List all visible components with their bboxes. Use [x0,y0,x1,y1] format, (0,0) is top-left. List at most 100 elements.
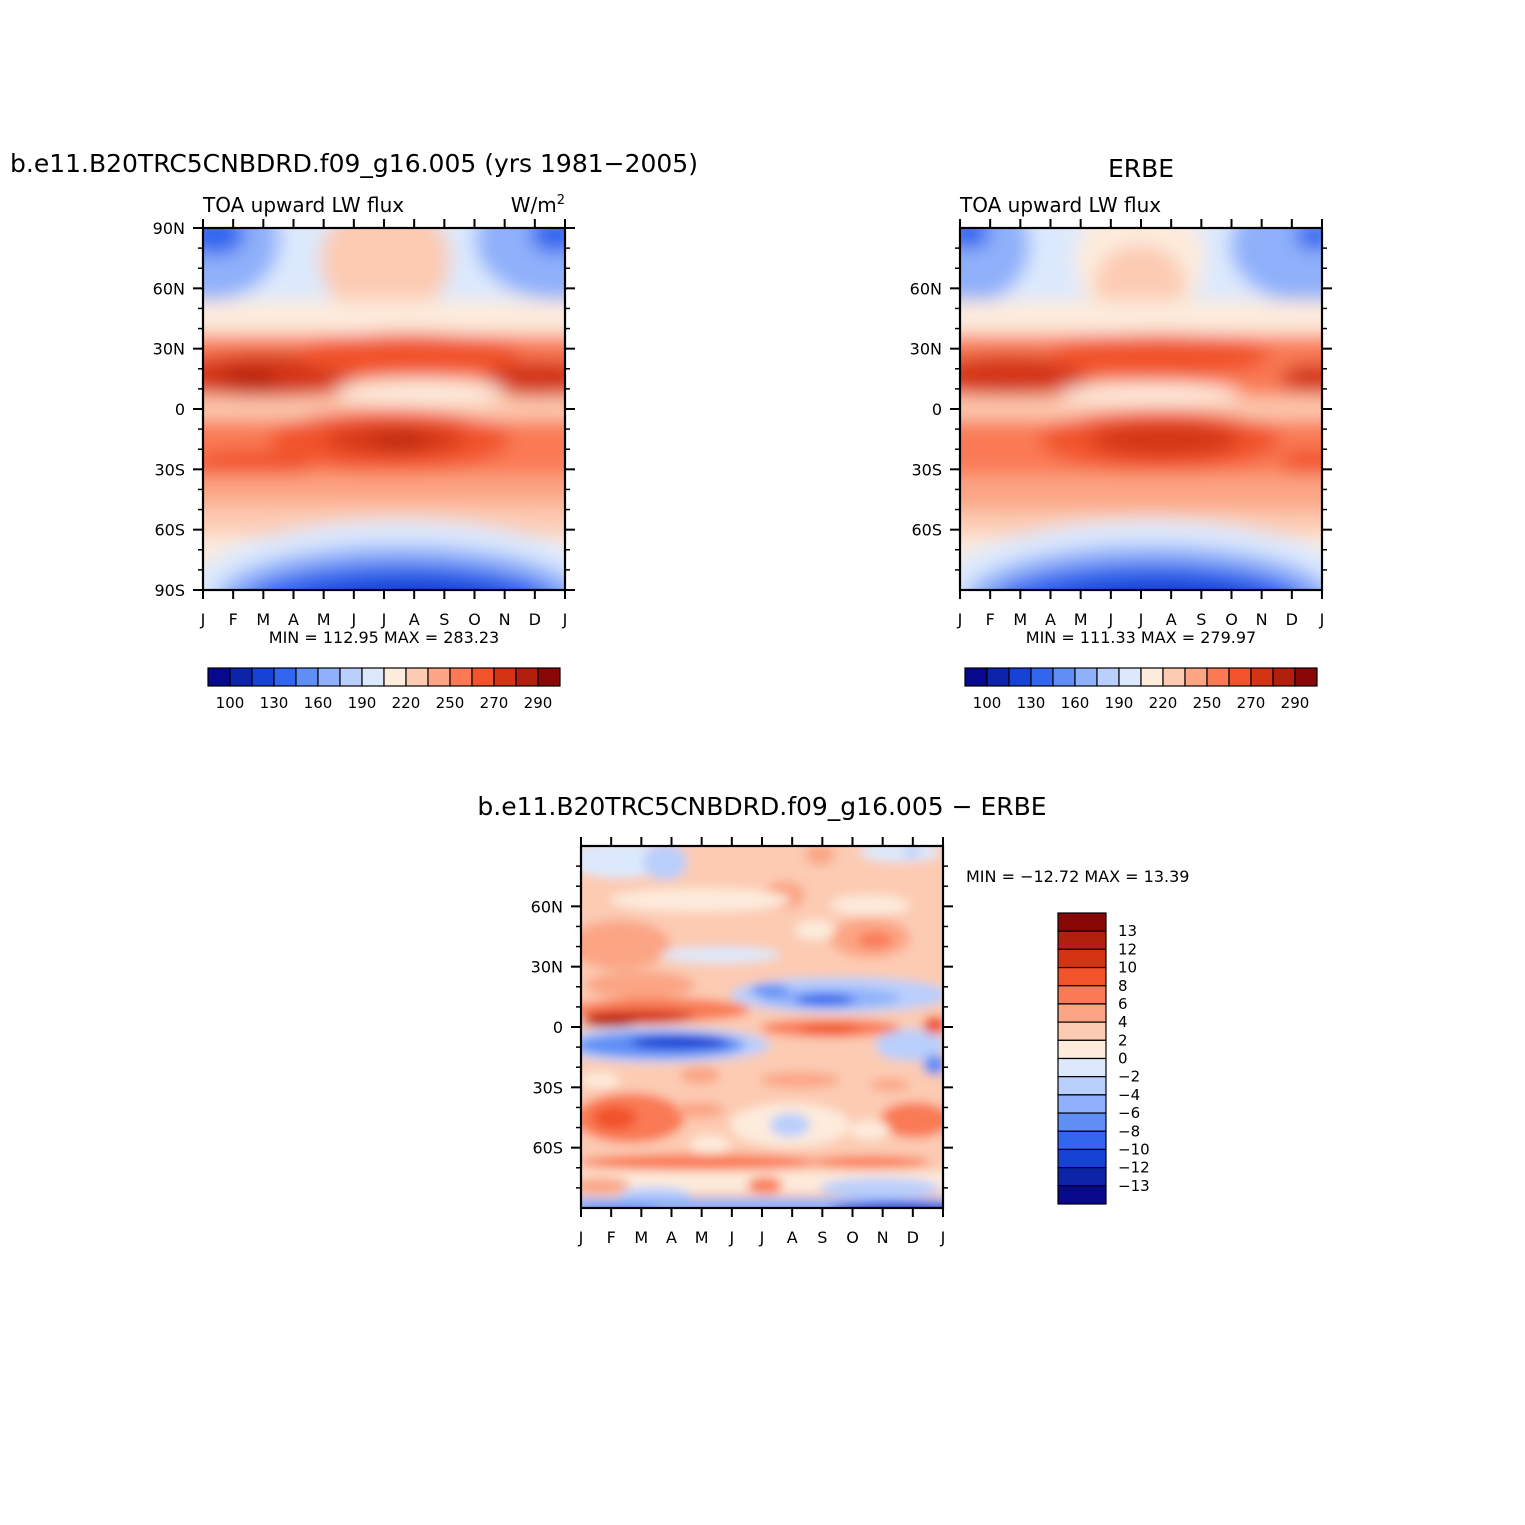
colorbar-box [1057,1021,1107,1041]
y-tick-labels: 90N 60N 30N 0 30S 60S 90S [153,219,185,600]
colorbar-label: 10 [1118,959,1137,977]
colorbar-label: −13 [1118,1177,1150,1195]
colorbar-box [1057,1130,1107,1151]
y-tick-label: 30S [154,460,185,479]
x-tick-label: J [350,610,356,629]
colorbar-box [471,667,495,687]
colorbar-label: 220 [1149,694,1178,712]
x-tick-label: D [1286,610,1298,629]
contour-field [203,228,565,590]
colorbar-label: −10 [1118,1140,1150,1158]
colorbar-box [1057,985,1107,1005]
colorbar-box [1057,1185,1107,1205]
colorbar-label: 190 [348,694,377,712]
y-tick-label: 60S [532,1139,563,1158]
x-tick-label: M [1013,610,1027,629]
contour-field [960,228,1322,590]
colorbar-label: 2 [1118,1031,1128,1049]
x-tick-label: A [409,610,420,629]
colorbar-label: 290 [524,694,553,712]
stats-label: MIN = 111.33 MAX = 279.97 [1026,628,1256,647]
y-tick-label: 30N [531,958,563,977]
colorbar-box [383,667,407,687]
panel-model: b.e11.B20TRC5CNBDRD.f09_g16.005 (yrs 198… [10,149,698,712]
colorbar-box [1057,1057,1107,1078]
colorbar-box [1057,1076,1107,1096]
x-tick-label: A [666,1228,677,1247]
colorbar-box [1184,667,1208,687]
colorbar-box [1057,1094,1107,1114]
x-tick-label: J [1107,610,1113,629]
left-string: TOA upward LW flux [202,193,404,217]
colorbar-label: −8 [1118,1122,1140,1140]
colorbar-box [449,667,473,687]
x-tick-label: O [468,610,481,629]
stats-label: MIN = 112.95 MAX = 283.23 [269,628,499,647]
x-tick-label: F [607,1228,616,1247]
colorbar-label: 12 [1118,940,1137,958]
colorbar-label: 130 [260,694,289,712]
x-tick-label: J [200,610,206,629]
colorbar-box [1250,667,1274,687]
colorbar-label: −4 [1118,1086,1140,1104]
y-tick-label: 30S [532,1078,563,1097]
colorbar-box [317,667,341,687]
colorbar-label: 100 [973,694,1002,712]
colorbar-box [1118,667,1142,687]
left-string: TOA upward LW flux [959,193,1161,217]
units-base: W/m [511,193,557,217]
colorbar-box [1057,1039,1107,1060]
units-superscript: 2 [557,193,565,208]
stats-label: MIN = −12.72 MAX = 13.39 [966,867,1189,886]
x-tick-label: M [634,1228,648,1247]
x-tick-label: D [529,610,541,629]
colorbar-label: 160 [1061,694,1090,712]
colorbar-label: −2 [1118,1068,1140,1086]
colorbar-label: 220 [392,694,421,712]
x-tick-label: J [562,610,568,629]
colorbar-label: 8 [1118,977,1128,995]
contour-field [581,846,943,1208]
y-tick-label: 30S [911,460,942,479]
colorbar-box [515,667,539,687]
y-tick-label: 60N [910,279,942,298]
colorbar-box [1030,667,1054,687]
colorbar-label: 250 [436,694,465,712]
colorbar-box [1057,1112,1107,1132]
y-tick-label: 0 [932,400,942,419]
x-tick-label: J [1138,610,1144,629]
colorbar: 100 130 160 190 220 250 270 290 [964,667,1318,712]
x-tick-label: A [1166,610,1177,629]
colorbar-label: 270 [1237,694,1266,712]
colorbar-box [1140,667,1164,687]
colorbar-box [1096,667,1120,687]
colorbar-box [1057,948,1107,969]
colorbar-box [1206,667,1230,687]
panel-title: b.e11.B20TRC5CNBDRD.f09_g16.005 (yrs 198… [10,149,698,178]
plot-frame [950,219,1332,599]
x-tick-label: J [940,1228,946,1247]
colorbar-box [361,667,385,687]
x-tick-label: M [317,610,331,629]
x-tick-label: S [1196,610,1206,629]
x-tick-label: A [1045,610,1056,629]
colorbar-label: 6 [1118,995,1128,1013]
colorbar-box [1052,667,1076,687]
colorbar-label: 270 [480,694,509,712]
colorbar-box [1057,1167,1107,1187]
colorbar-label: 100 [216,694,245,712]
colorbar-box [1162,667,1186,687]
y-tick-label: 0 [175,400,185,419]
colorbar-label: 190 [1105,694,1134,712]
colorbar-box [964,667,988,687]
x-tick-label: N [877,1228,889,1247]
y-tick-label: 90S [154,581,185,600]
x-tick-label: A [288,610,299,629]
x-tick-label: N [1256,610,1268,629]
x-tick-label: F [986,610,995,629]
colorbar-box [427,667,451,687]
plot-frame [571,837,953,1217]
colorbar-label: −6 [1118,1104,1140,1122]
